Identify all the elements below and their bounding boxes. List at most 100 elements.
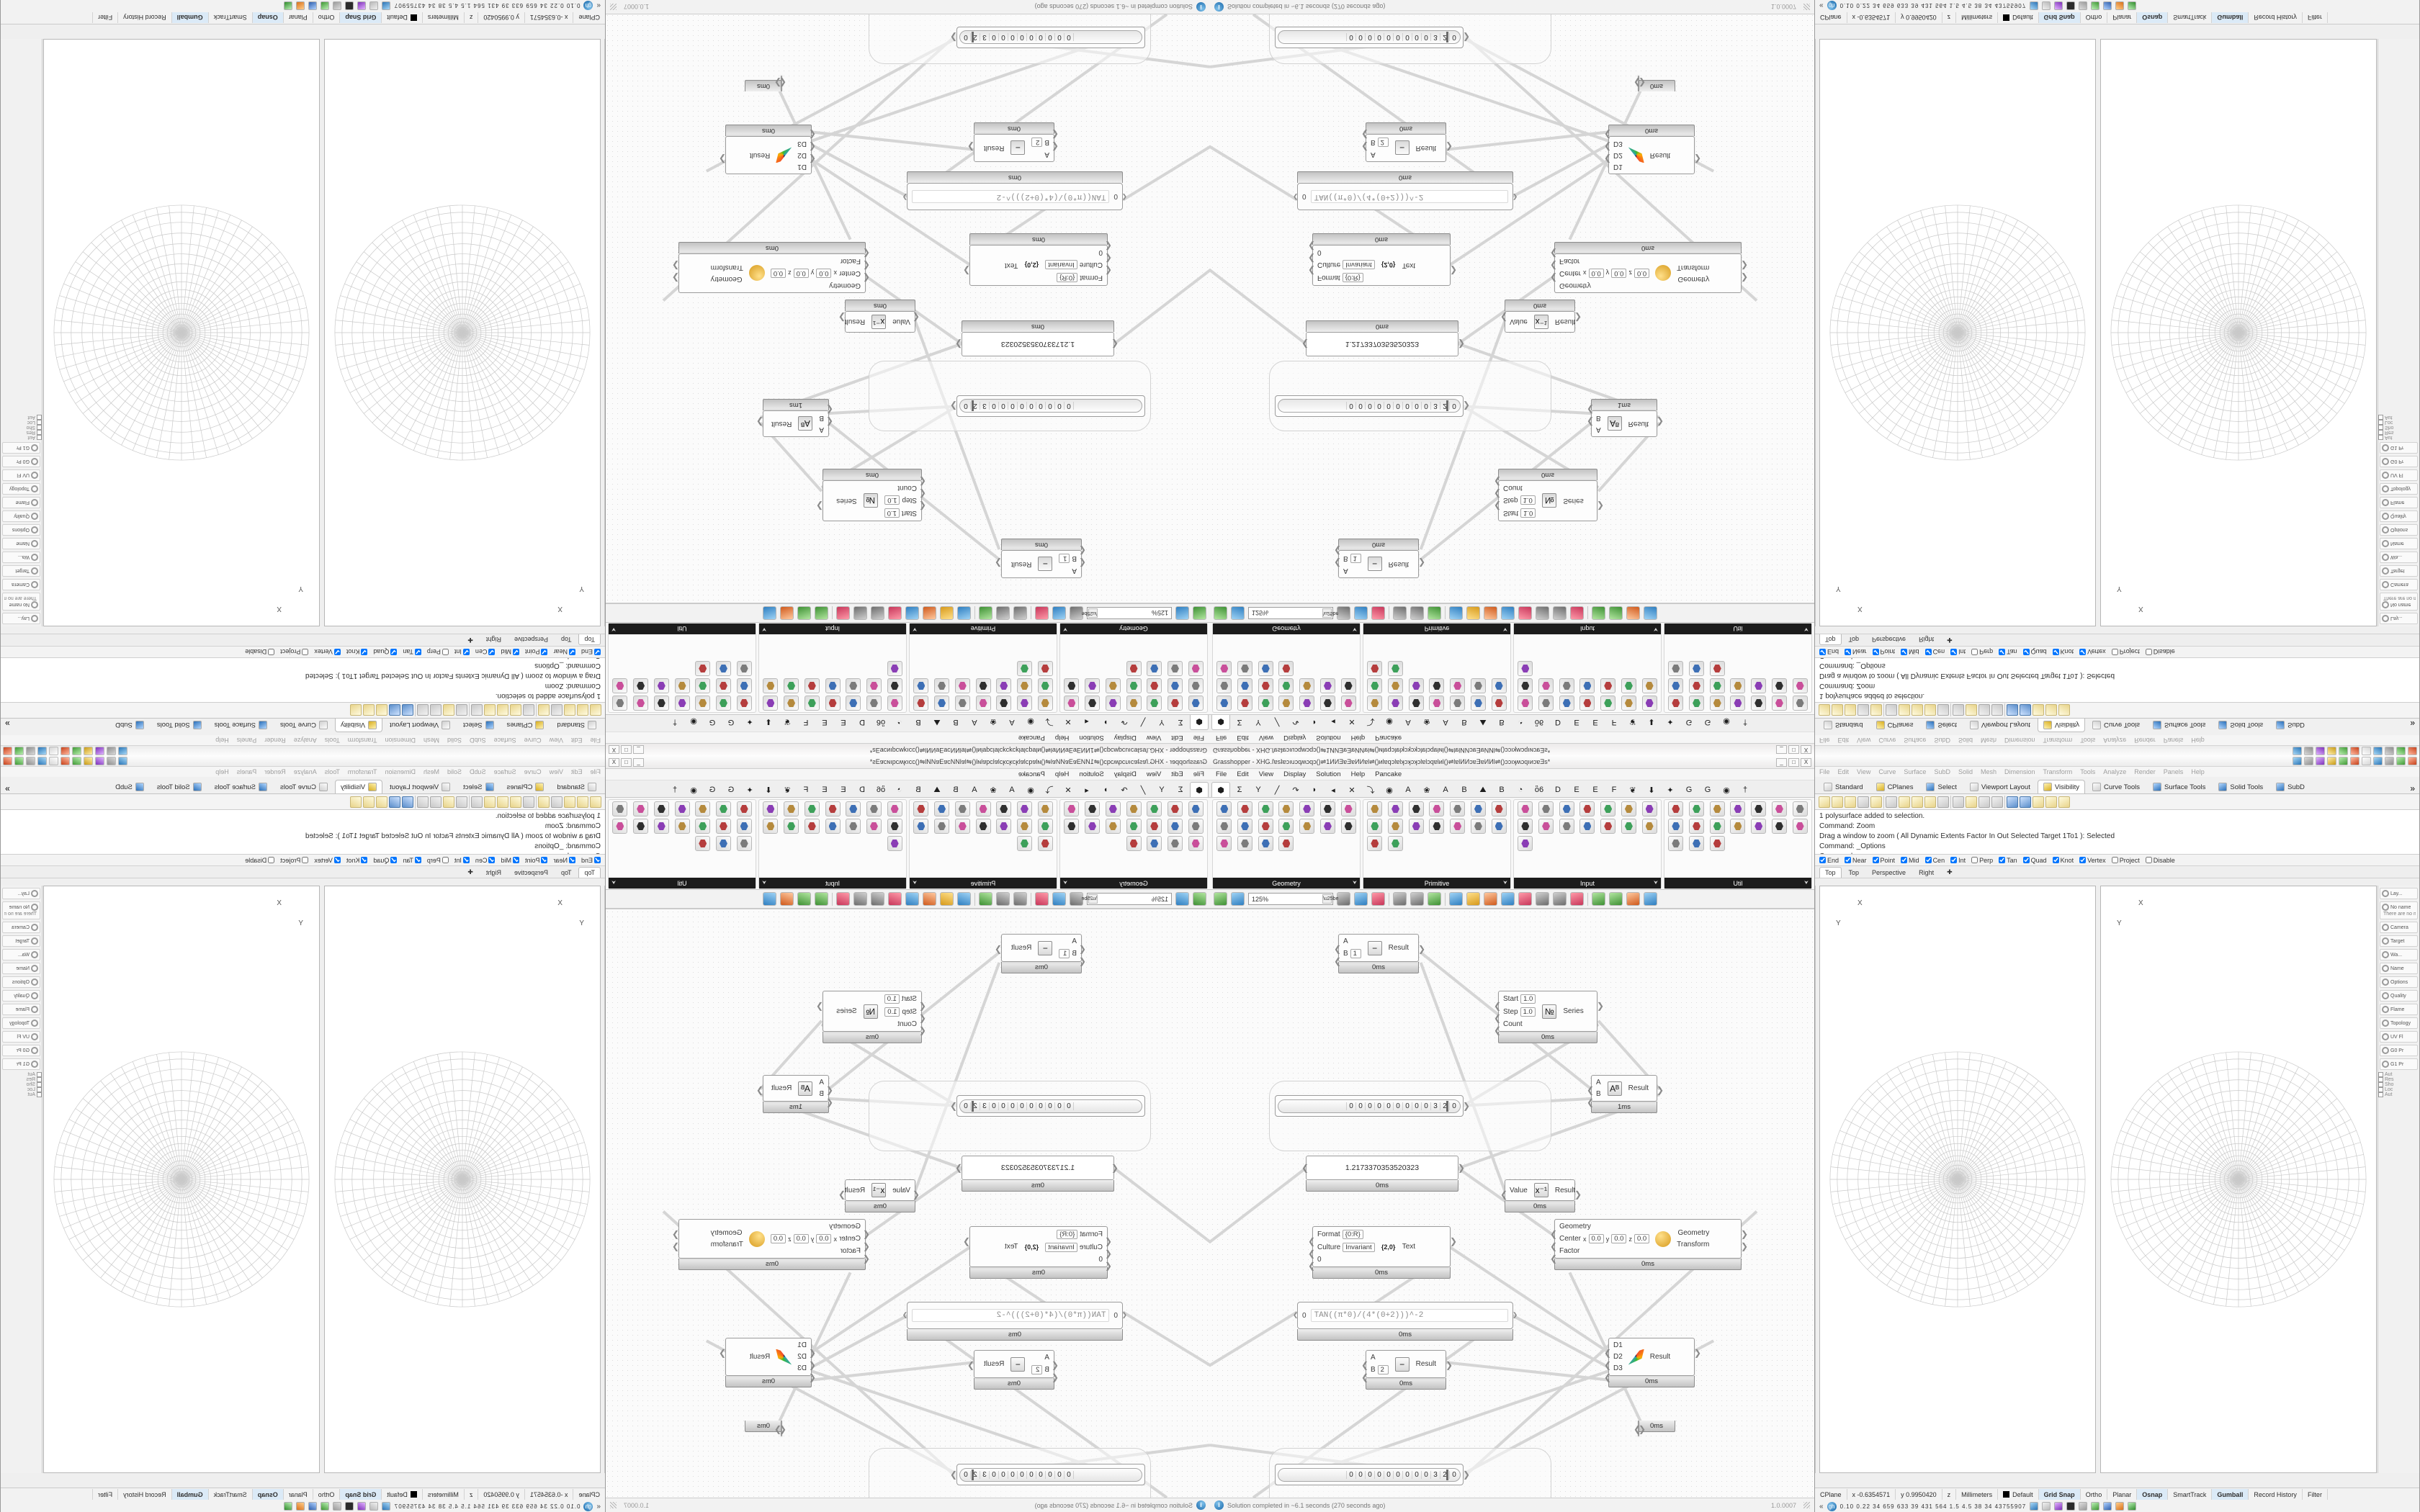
connector-pin[interactable]: ❮ bbox=[825, 1085, 833, 1095]
resize-grip[interactable] bbox=[610, 4, 617, 10]
component-icon[interactable] bbox=[825, 678, 841, 693]
connector-pin[interactable]: ❮ bbox=[1587, 1097, 1595, 1107]
osnap-near[interactable]: Near bbox=[1845, 857, 1867, 864]
rhino-status-bar[interactable]: CPlane x -0.6354571 y 0.9950420 z Millimeter… bbox=[1815, 1488, 2419, 1512]
connector-pin[interactable]: ❯ bbox=[671, 1241, 679, 1251]
component-icon[interactable] bbox=[1518, 836, 1533, 851]
component-body[interactable]: ❮ ❮ ❯ A B 2− Result bbox=[1361, 130, 1453, 162]
component-icon[interactable] bbox=[1105, 801, 1121, 816]
panel-check-1[interactable]: Res bbox=[2378, 1077, 2419, 1082]
rhino-panel-column-left[interactable] bbox=[604, 886, 605, 1473]
slider-knob[interactable] bbox=[972, 32, 974, 43]
component-icon[interactable] bbox=[1278, 678, 1294, 693]
connector-pin[interactable]: ❯ bbox=[994, 558, 1002, 568]
rhino-panel-10[interactable]: UV Fl bbox=[2380, 1031, 2418, 1043]
gha-icon[interactable] bbox=[940, 606, 954, 620]
rhino-panel-5[interactable]: Name bbox=[2, 963, 40, 974]
rhino-panel-7[interactable]: Quality bbox=[2380, 990, 2418, 1002]
visibility-tool-12[interactable] bbox=[430, 796, 442, 808]
minimize-button[interactable]: _ bbox=[1776, 757, 1787, 767]
addon-spider-tab[interactable]: ◉ bbox=[1723, 786, 1730, 795]
input-param[interactable]: D3 bbox=[797, 1364, 807, 1372]
visibility-tool-1[interactable] bbox=[577, 704, 588, 716]
connector-pin[interactable]: ❯ bbox=[671, 261, 679, 271]
tray-icon-2[interactable] bbox=[2042, 1, 2051, 10]
component-icon[interactable] bbox=[674, 819, 690, 834]
component-icon[interactable] bbox=[1278, 819, 1294, 834]
addon-owl-tab[interactable]: ◔ bbox=[897, 718, 902, 726]
component-icon[interactable] bbox=[1388, 696, 1404, 711]
input-param[interactable]: B bbox=[819, 1090, 824, 1098]
sphere-teal-icon[interactable] bbox=[815, 606, 828, 620]
value-field[interactable]: {0:R} bbox=[1342, 273, 1363, 282]
connector-pin[interactable]: ❮ bbox=[1587, 417, 1595, 427]
preview-eye-icon[interactable] bbox=[1052, 892, 1066, 906]
osnap-checkbox-cen[interactable] bbox=[1924, 649, 1932, 655]
panel-check-1[interactable]: Res bbox=[1, 430, 42, 435]
tabs-overflow-button[interactable]: » bbox=[2410, 783, 2415, 793]
rhino-panel-column-left[interactable] bbox=[604, 39, 605, 626]
osnap-near[interactable]: Near bbox=[553, 857, 575, 864]
visibility-tool-18[interactable] bbox=[350, 704, 362, 716]
osnap-tan[interactable]: Tan bbox=[403, 857, 421, 864]
component-icon[interactable] bbox=[653, 801, 669, 816]
doc-icon[interactable] bbox=[923, 606, 936, 620]
grasshopper-ribbon[interactable]: Geometry ⮟ Primitive ⮟ Input ⮟ Util ⮟ bbox=[1210, 622, 1814, 714]
tray-icon-7[interactable] bbox=[2103, 1502, 2112, 1511]
panel-check-4[interactable]: Aut bbox=[1, 1092, 42, 1097]
component-icon[interactable] bbox=[1689, 836, 1705, 851]
component-icon[interactable] bbox=[1538, 801, 1554, 816]
slider-knob[interactable] bbox=[1446, 1469, 1448, 1480]
tab-visibility[interactable]: Visibility bbox=[335, 780, 383, 793]
sphere-orange-icon[interactable] bbox=[780, 892, 794, 906]
input-param[interactable]: Culture Invariant bbox=[1317, 260, 1375, 269]
connector-pin[interactable]: ❯ bbox=[994, 944, 1002, 954]
gear-icon[interactable] bbox=[31, 965, 38, 972]
rhino-menu-surface[interactable]: Surface bbox=[1904, 768, 1927, 775]
viewport-tab-top-1[interactable]: Top bbox=[560, 636, 572, 643]
component-icon[interactable] bbox=[804, 696, 820, 711]
sphere-green-icon[interactable] bbox=[797, 892, 811, 906]
gear-icon[interactable] bbox=[31, 499, 38, 506]
panel-check-0[interactable]: Aut bbox=[1, 1072, 42, 1077]
component-icon[interactable] bbox=[763, 801, 779, 816]
output-param[interactable]: Result bbox=[1554, 318, 1576, 326]
component-icon[interactable] bbox=[1730, 678, 1746, 693]
connector-pin[interactable]: ❯ bbox=[1450, 266, 1458, 276]
component-icon[interactable] bbox=[736, 801, 752, 816]
component-icon[interactable] bbox=[1518, 696, 1533, 711]
rhino-menu-surface[interactable]: Surface bbox=[493, 737, 516, 744]
addon-ab-tab[interactable]: A bbox=[972, 786, 977, 794]
addon-pin-tab[interactable]: ✦ bbox=[1667, 786, 1674, 795]
rhino-command-history[interactable]: 1 polysurface added to selection. Command… bbox=[1, 657, 605, 702]
component-icon[interactable] bbox=[1792, 819, 1808, 834]
rhino-menu-analyze[interactable]: Analyze bbox=[2103, 768, 2127, 775]
connector-pin[interactable]: ❮ bbox=[1494, 489, 1502, 499]
toggle-gumball[interactable]: Gumball bbox=[2212, 12, 2249, 23]
component-icon[interactable] bbox=[653, 696, 669, 711]
rhino-menu-subd[interactable]: SubD bbox=[470, 737, 486, 744]
connector-pin[interactable]: ❯ bbox=[756, 1085, 763, 1095]
visibility-tool-2[interactable] bbox=[1845, 704, 1856, 716]
layer-icon[interactable] bbox=[14, 747, 24, 755]
connector-pin[interactable]: ❮ bbox=[1494, 477, 1502, 487]
input-param[interactable]: D3 bbox=[1613, 1364, 1623, 1372]
addon-a-tab[interactable]: A bbox=[1009, 786, 1015, 794]
gh-menu-file[interactable]: File bbox=[1193, 770, 1204, 778]
addon-sheep-tab[interactable]: ❀ bbox=[1423, 786, 1430, 795]
component-icon[interactable] bbox=[1450, 801, 1466, 816]
component-icon[interactable] bbox=[996, 678, 1012, 693]
center-x-field[interactable]: 0.0 bbox=[1588, 1234, 1604, 1243]
display-tab[interactable]: ◉ bbox=[1027, 786, 1034, 795]
tray-icon-6[interactable] bbox=[2091, 1, 2100, 10]
connector-pin[interactable]: ❯ bbox=[1597, 501, 1605, 511]
gear-icon[interactable] bbox=[2382, 472, 2389, 479]
osnap-checkbox-point[interactable] bbox=[1872, 857, 1879, 863]
gear-icon[interactable] bbox=[31, 458, 38, 465]
rhino-window[interactable]: File Edit View Curve Surface SubD Solid Mesh Dim… bbox=[0, 756, 605, 1512]
tab-select[interactable]: Select bbox=[1920, 719, 1962, 732]
gear-icon[interactable] bbox=[31, 472, 38, 479]
tab-viewport-layout[interactable]: Viewport Layout bbox=[384, 780, 456, 793]
